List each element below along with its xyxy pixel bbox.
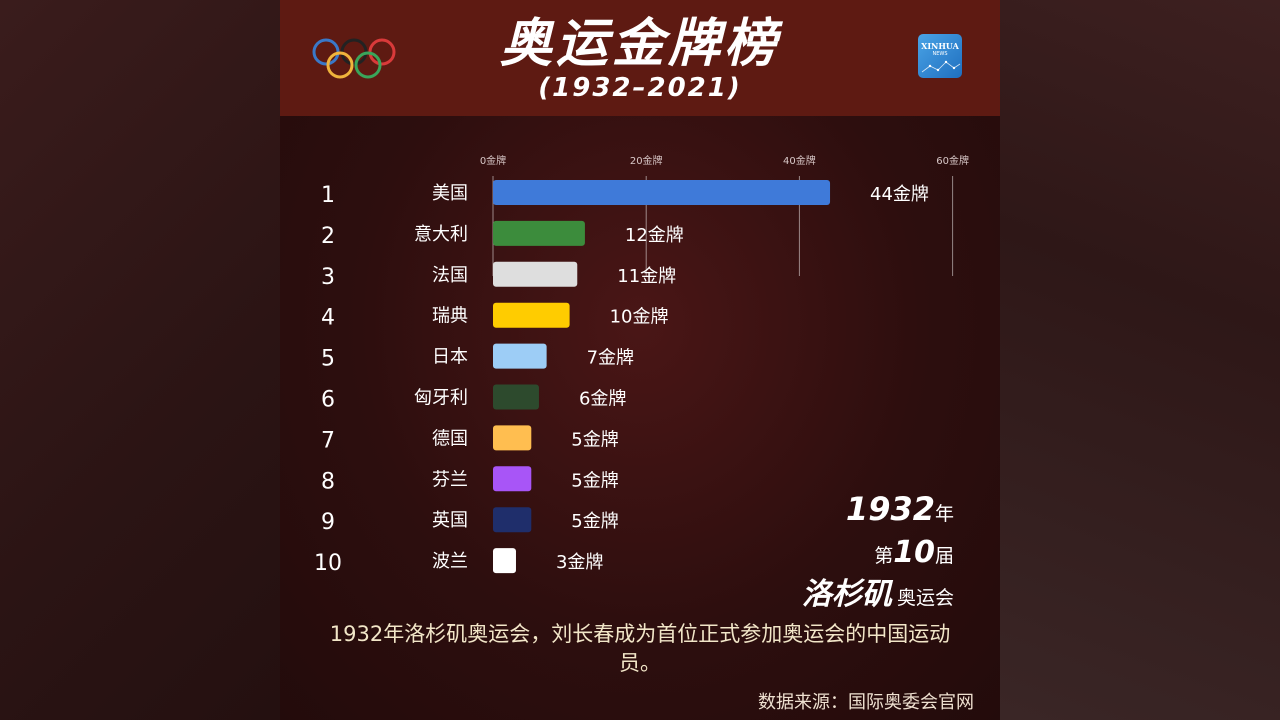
rank-label: 2 [321, 224, 335, 249]
xinhua-logo-subtext: NEWS [932, 51, 948, 57]
bar [493, 425, 532, 451]
rank-label: 8 [321, 469, 335, 494]
value-label: 7金牌 [587, 348, 634, 369]
rank-label: 5 [321, 347, 335, 372]
edition-number: 10 [893, 535, 935, 570]
rank-label: 4 [321, 306, 335, 331]
value-label: 5金牌 [571, 470, 618, 491]
rank-label: 3 [321, 265, 335, 290]
country-label: 德国 [432, 428, 468, 449]
tick-label: 20金牌 [630, 154, 663, 167]
medal-bar-chart: 0金牌 20金牌 40金牌 60金牌 1 美国 44金牌 2 意大利 12金牌 3 法国 11金牌 4 瑞典… [314, 154, 969, 576]
tick-label: 0金牌 [480, 154, 506, 167]
year-suffix: 年 [934, 503, 954, 525]
bar [493, 180, 831, 205]
value-label: 10金牌 [610, 307, 669, 328]
tick-label: 60金牌 [936, 154, 969, 167]
bar [493, 343, 547, 369]
rank-label: 1 [321, 183, 335, 208]
header-bar: 奥运金牌榜 (1932–2021) XINHUA NEWS [280, 0, 1000, 116]
bar [493, 384, 539, 410]
country-label: 匈牙利 [414, 388, 468, 409]
edition-prefix: 第 [874, 545, 894, 567]
bar [493, 261, 578, 287]
country-label: 英国 [432, 510, 468, 531]
rank-label: 6 [321, 388, 335, 413]
rank-label: 7 [321, 428, 335, 453]
caption-text: 1932年洛杉矶奥运会，刘长春成为首位正式参加奥运会的中国运动员。 [329, 622, 951, 675]
bar [493, 507, 532, 533]
value-label: 6金牌 [579, 389, 626, 410]
country-label: 美国 [432, 183, 468, 204]
page-title: 奥运金牌榜 [499, 14, 780, 74]
country-label: 意大利 [414, 224, 468, 245]
value-label: 5金牌 [571, 511, 618, 532]
host-city: 洛杉矶 [801, 577, 892, 612]
tick-label: 40金牌 [783, 154, 816, 167]
xinhua-logo: XINHUA NEWS [918, 34, 962, 78]
country-label: 法国 [432, 265, 468, 286]
rank-label: 10 [314, 551, 342, 576]
country-label: 日本 [432, 347, 468, 368]
value-label: 12金牌 [625, 225, 684, 246]
rank-label: 9 [321, 510, 335, 535]
page-subtitle: (1932–2021) [538, 73, 742, 103]
bar [493, 220, 585, 246]
year-info: 1932年 第10届 洛杉矶 奥运会 [802, 490, 954, 618]
edition-suffix: 届 [934, 545, 954, 567]
games-label: 奥运会 [896, 587, 954, 609]
bar [493, 548, 516, 574]
year-number: 1932 [845, 490, 935, 528]
data-source: 数据来源：国际奥委会官网 [758, 692, 974, 713]
value-label: 5金牌 [571, 429, 618, 450]
background-right [1000, 0, 1280, 720]
xinhua-logo-text: XINHUA [921, 41, 959, 51]
bar [493, 466, 532, 492]
country-label: 芬兰 [432, 469, 468, 490]
value-label: 44金牌 [870, 184, 929, 205]
country-label: 瑞典 [432, 306, 468, 327]
background-left [0, 0, 280, 720]
bar [493, 302, 570, 328]
olympic-rings-icon [312, 38, 396, 79]
constellation-icon [921, 60, 961, 73]
country-label: 波兰 [432, 551, 468, 572]
medal-table-panel: 奥运金牌榜 (1932–2021) XINHUA NEWS 0金牌 20金牌 40金… [280, 0, 1000, 720]
value-label: 11金牌 [617, 266, 676, 287]
value-label: 3金牌 [556, 552, 603, 573]
